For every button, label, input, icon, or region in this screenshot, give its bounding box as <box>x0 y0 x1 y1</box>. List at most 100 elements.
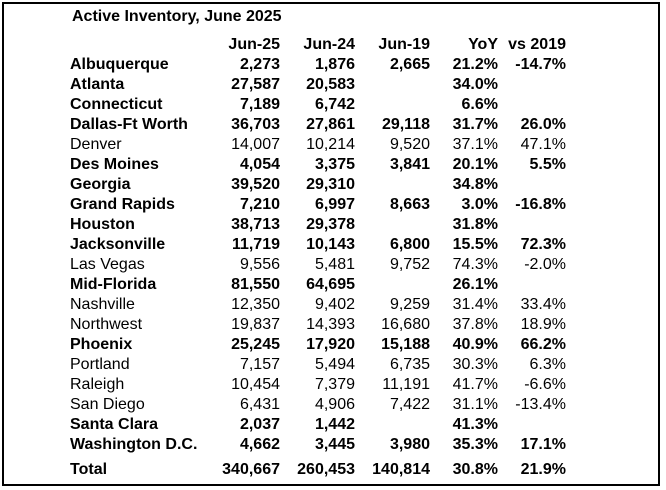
header-yoy: YoY <box>468 36 498 53</box>
table-row: Houston 38,713 29,378 31.8% <box>70 215 566 235</box>
cell-jun24: 10,143 <box>306 236 355 253</box>
row-name: Des Moines <box>70 156 159 173</box>
cell-jun24: 14,393 <box>306 316 355 333</box>
cell-vs2019: 26.0% <box>520 116 566 133</box>
table-row: Jacksonville 11,719 10,143 6,800 15.5% 72.3% <box>70 235 566 255</box>
cell-jun25: 7,210 <box>239 196 280 213</box>
cell-jun19: 7,422 <box>389 396 430 413</box>
cell-jun24: 9,402 <box>314 296 355 313</box>
header-vs2019: vs 2019 <box>508 36 566 53</box>
cell-vs2019: -14.7% <box>515 56 566 73</box>
total-jun19: 140,814 <box>372 461 430 478</box>
cell-yoy: 3.0% <box>461 196 498 213</box>
row-name: Washington D.C. <box>70 436 198 453</box>
cell-jun25: 6,431 <box>239 396 280 413</box>
cell-jun25: 7,189 <box>239 96 280 113</box>
table-row: Des Moines 4,054 3,375 3,841 20.1% 5.5% <box>70 155 566 175</box>
cell-jun19: 9,752 <box>389 256 430 273</box>
cell-jun19: 9,520 <box>389 136 430 153</box>
table-row: Santa Clara 2,037 1,442 41.3% <box>70 415 566 435</box>
row-name: Northwest <box>70 316 143 333</box>
cell-jun24: 5,494 <box>314 356 355 373</box>
table-row: Denver 14,007 10,214 9,520 37.1% 47.1% <box>70 135 566 155</box>
row-name: Dallas-Ft Worth <box>70 116 188 133</box>
table-row: San Diego 6,431 4,906 7,422 31.1% -13.4% <box>70 395 566 415</box>
cell-jun19: 2,665 <box>389 56 430 73</box>
cell-yoy: 40.9% <box>452 336 498 353</box>
cell-vs2019: 66.2% <box>520 336 566 353</box>
cell-vs2019: 6.3% <box>529 356 566 373</box>
cell-vs2019: -2.0% <box>524 256 566 273</box>
table-row: Washington D.C. 4,662 3,445 3,980 35.3% 17.1% <box>70 435 566 455</box>
cell-yoy: 74.3% <box>452 256 498 273</box>
cell-jun24: 29,378 <box>306 216 355 233</box>
table-row: Portland 7,157 5,494 6,735 30.3% 6.3% <box>70 355 566 375</box>
cell-jun25: 9,556 <box>239 256 280 273</box>
total-row: Total 340,667 260,453 140,814 30.8% 21.9% <box>70 455 566 480</box>
table-frame <box>2 2 660 486</box>
cell-jun25: 4,662 <box>239 436 280 453</box>
cell-jun19: 8,663 <box>389 196 430 213</box>
cell-yoy: 31.7% <box>452 116 498 133</box>
cell-jun25: 27,587 <box>231 76 280 93</box>
cell-jun24: 27,861 <box>306 116 355 133</box>
cell-jun19: 11,191 <box>382 376 430 393</box>
cell-jun24: 4,906 <box>314 396 355 413</box>
cell-yoy: 20.1% <box>452 156 498 173</box>
cell-vs2019 <box>498 175 566 195</box>
cell-jun25: 25,245 <box>231 336 280 353</box>
cell-jun19: 6,800 <box>389 236 430 253</box>
cell-jun19 <box>355 215 430 235</box>
cell-jun25: 2,037 <box>239 416 280 433</box>
table-row: Grand Rapids 7,210 6,997 8,663 3.0% -16.8% <box>70 195 566 215</box>
cell-jun25: 14,007 <box>231 136 280 153</box>
cell-jun19: 3,841 <box>389 156 430 173</box>
cell-jun19 <box>355 275 430 295</box>
cell-jun19: 6,735 <box>389 356 430 373</box>
cell-jun25: 19,837 <box>231 316 280 333</box>
cell-jun25: 39,520 <box>231 176 280 193</box>
row-name: Grand Rapids <box>70 196 175 213</box>
cell-jun25: 2,273 <box>239 56 280 73</box>
cell-yoy: 34.8% <box>452 176 498 193</box>
row-name: Houston <box>70 216 135 233</box>
table-row: Northwest 19,837 14,393 16,680 37.8% 18.9% <box>70 315 566 335</box>
cell-yoy: 34.0% <box>452 76 498 93</box>
cell-vs2019 <box>498 275 566 295</box>
cell-yoy: 15.5% <box>452 236 498 253</box>
table-row: Nashville 12,350 9,402 9,259 31.4% 33.4% <box>70 295 566 315</box>
cell-jun24: 7,379 <box>314 376 355 393</box>
row-name: San Diego <box>70 396 145 413</box>
cell-jun25: 12,350 <box>231 296 280 313</box>
cell-jun19 <box>355 415 430 435</box>
row-name: Denver <box>70 136 122 153</box>
cell-jun19: 3,980 <box>389 436 430 453</box>
cell-yoy: 21.2% <box>452 56 498 73</box>
cell-vs2019: -6.6% <box>524 376 566 393</box>
cell-yoy: 35.3% <box>452 436 498 453</box>
cell-jun19: 16,680 <box>381 316 430 333</box>
cell-yoy: 37.8% <box>452 316 498 333</box>
cell-jun19: 9,259 <box>389 296 430 313</box>
cell-jun19: 29,118 <box>381 116 430 133</box>
cell-jun24: 6,742 <box>314 96 355 113</box>
row-name: Georgia <box>70 176 131 193</box>
row-name: Phoenix <box>70 336 133 353</box>
cell-jun25: 81,550 <box>231 276 280 293</box>
header-blank <box>70 35 212 55</box>
cell-jun24: 1,442 <box>314 416 355 433</box>
row-name: Mid-Florida <box>70 276 157 293</box>
row-name: Nashville <box>70 296 135 313</box>
total-jun24: 260,453 <box>297 461 355 478</box>
cell-vs2019: -13.4% <box>515 396 566 413</box>
cell-jun25: 10,454 <box>231 376 280 393</box>
cell-jun19: 15,188 <box>381 336 430 353</box>
cell-vs2019: 18.9% <box>520 316 566 333</box>
cell-yoy: 26.1% <box>452 276 498 293</box>
cell-vs2019 <box>498 95 566 115</box>
cell-jun24: 3,375 <box>314 156 355 173</box>
table-row: Phoenix 25,245 17,920 15,188 40.9% 66.2% <box>70 335 566 355</box>
cell-vs2019: 47.1% <box>520 136 566 153</box>
cell-jun24: 6,997 <box>314 196 355 213</box>
cell-yoy: 37.1% <box>452 136 498 153</box>
